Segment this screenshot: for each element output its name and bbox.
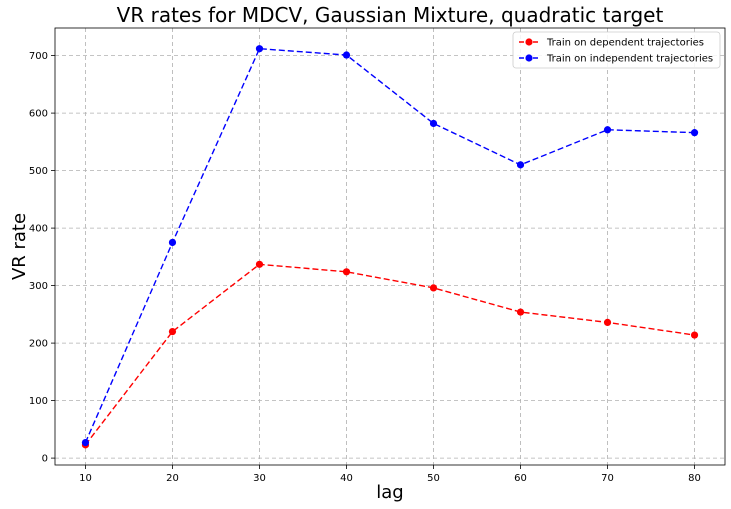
y-tick-label: 200 xyxy=(29,339,48,350)
data-point xyxy=(603,318,612,326)
x-tick-label: 70 xyxy=(601,473,614,484)
legend-item: Train on independent trajectories xyxy=(519,54,713,65)
series-line xyxy=(84,47,695,443)
legend-item: Train on dependent trajectories xyxy=(519,38,704,49)
y-axis: 0 100 200 300 400 500 600 700 xyxy=(29,51,55,465)
y-tick-label: 300 xyxy=(29,281,48,292)
data-point xyxy=(81,438,90,447)
legend-label: Train on independent trajectories xyxy=(546,54,713,65)
y-tick-label: 700 xyxy=(29,51,48,62)
y-tick-label: 600 xyxy=(29,109,48,120)
series-line xyxy=(84,263,695,446)
grid xyxy=(55,28,725,465)
data-point xyxy=(690,331,699,339)
legend-box xyxy=(512,31,721,69)
y-tick-label: 100 xyxy=(29,396,48,407)
data-point xyxy=(342,268,351,276)
x-tick-label: 80 xyxy=(688,473,701,484)
data-point xyxy=(342,51,351,59)
series-1 xyxy=(81,45,699,447)
y-tick-label: 500 xyxy=(29,166,48,177)
y-tick-label: 0 xyxy=(42,454,48,465)
x-tick-label: 30 xyxy=(253,473,266,484)
data-point xyxy=(168,328,177,336)
x-tick-label: 10 xyxy=(79,473,92,484)
data-point xyxy=(255,45,264,53)
data-point xyxy=(690,129,699,137)
x-tick-label: 40 xyxy=(340,473,353,484)
data-point xyxy=(429,119,438,128)
series-0 xyxy=(81,260,699,449)
x-tick-label: 20 xyxy=(166,473,179,484)
chart-title: VR rates for MDCV, Gaussian Mixture, qua… xyxy=(117,3,664,27)
data-point xyxy=(603,126,612,134)
x-axis-label: lag xyxy=(376,482,403,503)
x-tick-label: 50 xyxy=(427,473,440,484)
x-tick-label: 60 xyxy=(514,473,527,484)
data-point xyxy=(516,308,525,316)
legend: Train on dependent trajectories Train on … xyxy=(512,31,721,69)
y-axis-label: VR rate xyxy=(9,213,30,280)
legend-marker xyxy=(525,54,533,62)
series-layer xyxy=(81,45,699,449)
data-point xyxy=(168,238,177,247)
data-point xyxy=(429,284,438,292)
data-point xyxy=(255,260,264,268)
plot-area xyxy=(54,27,726,466)
legend-marker xyxy=(525,38,533,46)
legend-label: Train on dependent trajectories xyxy=(546,38,704,49)
x-axis: 10 20 30 40 50 60 70 80 xyxy=(79,465,701,484)
data-point xyxy=(516,161,525,169)
y-tick-label: 400 xyxy=(29,224,48,235)
